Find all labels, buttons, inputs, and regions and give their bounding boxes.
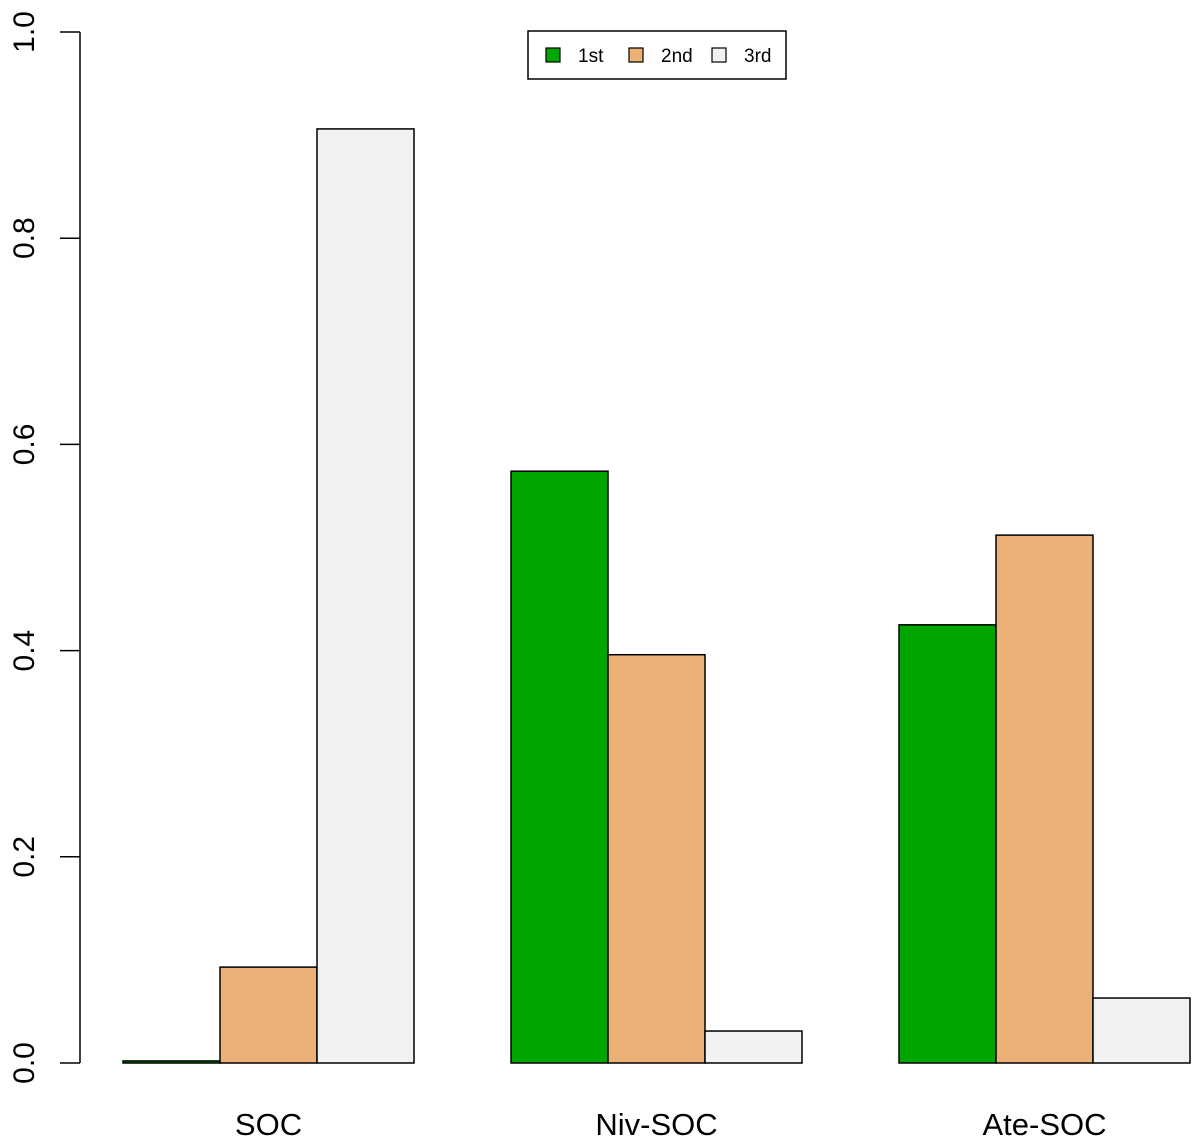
bar-niv-soc-1st: [510, 470, 609, 1064]
legend-label-1st: 1st: [578, 46, 604, 67]
bar-niv-soc-2nd: [607, 653, 706, 1064]
legend-box: [527, 30, 787, 80]
legend-label-3rd: 3rd: [744, 46, 771, 67]
category-labels: SOC Niv-SOC Ate-SOC: [235, 1107, 1107, 1142]
bar-soc-1st: [122, 1060, 221, 1064]
bar-soc-3rd: [316, 128, 415, 1064]
y-axis: 0.0 0.2 0.4 0.6 0.8 1.0: [8, 11, 81, 1084]
legend-swatch-2nd: [628, 47, 644, 63]
bar-niv-soc-3rd: [704, 1030, 803, 1064]
y-tick-label: 0.4: [8, 630, 41, 672]
y-tick-label: 0.0: [8, 1042, 41, 1084]
bar-ate-soc-2nd: [995, 534, 1094, 1064]
legend: 1st 2nd 3rd: [527, 30, 787, 80]
y-tick-label: 0.2: [8, 836, 41, 878]
bars: [122, 128, 1191, 1064]
category-label: Niv-SOC: [595, 1107, 717, 1142]
category-label: Ate-SOC: [982, 1107, 1106, 1142]
bar-soc-2nd: [219, 966, 318, 1064]
y-tick-label: 0.8: [8, 217, 41, 259]
category-label: SOC: [235, 1107, 302, 1142]
bar-ate-soc-3rd: [1092, 997, 1191, 1064]
y-tick-label: 1.0: [8, 11, 41, 53]
legend-label-2nd: 2nd: [661, 46, 693, 67]
bar-ate-soc-1st: [898, 624, 997, 1064]
y-tick-label: 0.6: [8, 424, 41, 466]
legend-swatch-3rd: [711, 47, 727, 63]
legend-swatch-1st: [545, 47, 561, 63]
